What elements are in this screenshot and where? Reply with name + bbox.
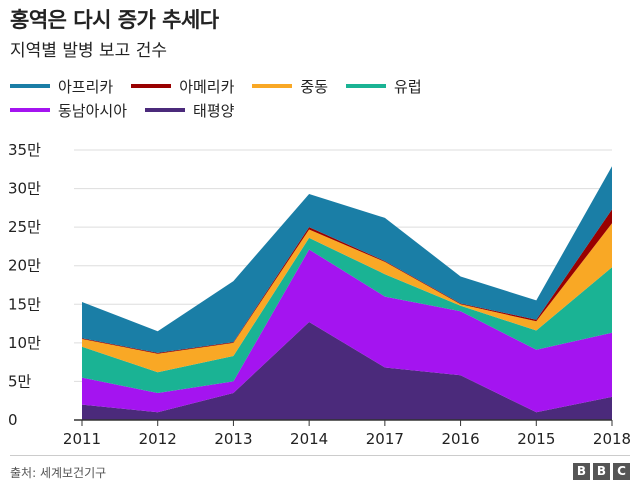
y-tick-label: 25만: [8, 218, 41, 236]
legend-item-middle-east: 중동: [252, 76, 328, 97]
stacked-area-chart: 0 5만 10만 15만 20만 25만 30만 35만 2011 2012 2013 2014 201…: [8, 141, 631, 448]
y-tick-label: 0: [8, 411, 18, 429]
source-note: 출처: 세계보건기구: [10, 466, 107, 480]
bbc-logo-letter: C: [613, 463, 630, 480]
legend-row-1: 아프리카 아메리카 중동 유럽: [10, 74, 570, 98]
x-tick-label: 2012: [139, 430, 177, 448]
legend-item-africa: 아프리카: [10, 76, 113, 97]
x-tick-label: 2011: [63, 430, 101, 448]
axes: 0 5만 10만 15만 20만 25만 30만 35만 2011 2012 2013 2014 201…: [8, 141, 631, 448]
y-tick-label: 10만: [8, 334, 41, 352]
chart-subtitle: 지역별 발병 보고 건수: [10, 41, 167, 61]
x-tick-label: 2018: [593, 430, 631, 448]
legend-swatch-pacific: [145, 108, 186, 112]
y-tick-label: 35만: [8, 141, 41, 159]
legend-row-2: 동남아시아 태평양: [10, 98, 570, 122]
y-tick-label: 15만: [8, 295, 41, 313]
legend-label-southeast-asia: 동남아시아: [58, 101, 128, 120]
area-series: [82, 249, 612, 413]
bbc-logo-letter: B: [593, 463, 610, 480]
area-series: [82, 322, 612, 420]
chart-title: 홍역은 다시 증가 추세다: [10, 8, 219, 32]
legend: 아프리카 아메리카 중동 유럽 동남아시아 태평양: [10, 74, 570, 122]
legend-label-americas: 아메리카: [179, 77, 235, 96]
area-series: [82, 166, 612, 353]
x-tick-label: 2016: [441, 430, 479, 448]
x-tick-label: 2017: [366, 430, 404, 448]
y-tick-label: 30만: [8, 180, 41, 198]
legend-label-middle-east: 중동: [300, 77, 329, 96]
legend-label-africa: 아프리카: [58, 77, 114, 96]
legend-item-pacific: 태평양: [145, 100, 234, 121]
legend-swatch-middle-east: [252, 84, 293, 88]
x-tick-label: 2013: [214, 430, 252, 448]
legend-swatch-southeast-asia: [10, 108, 50, 112]
area-series: [82, 223, 612, 373]
legend-item-southeast-asia: 동남아시아: [10, 100, 127, 121]
footer-divider: [10, 455, 630, 456]
bbc-logo-letter: B: [573, 463, 590, 480]
y-tick-label: 5만: [8, 372, 32, 390]
series-areas: [82, 166, 612, 420]
legend-swatch-africa: [10, 84, 50, 88]
legend-label-pacific: 태평양: [193, 101, 235, 120]
legend-swatch-europe: [346, 84, 387, 88]
legend-item-americas: 아메리카: [131, 76, 234, 97]
legend-swatch-americas: [131, 84, 172, 88]
x-tick-label: 2014: [290, 430, 328, 448]
legend-label-europe: 유럽: [394, 77, 422, 96]
bbc-logo: B B C: [570, 463, 630, 480]
legend-item-europe: 유럽: [346, 76, 422, 97]
x-tick-label: 2015: [517, 430, 555, 448]
y-tick-label: 20만: [8, 257, 41, 275]
area-series: [82, 237, 612, 393]
